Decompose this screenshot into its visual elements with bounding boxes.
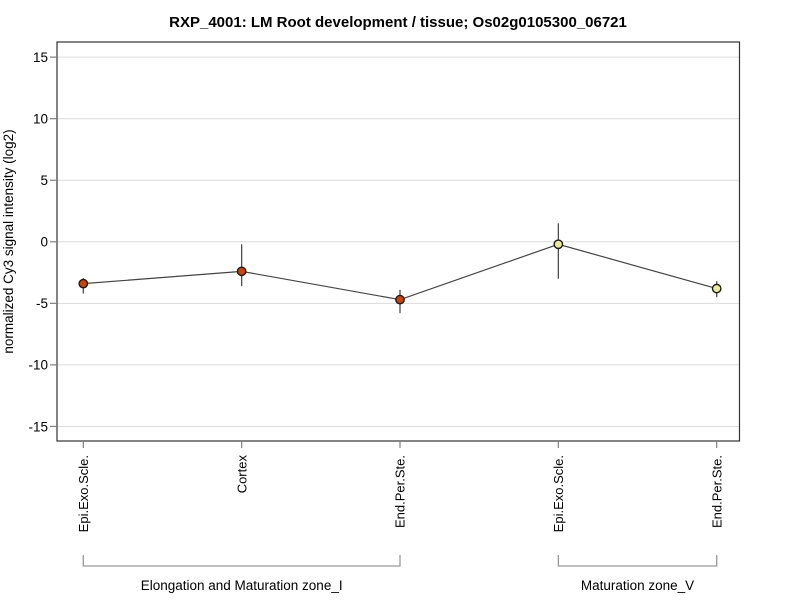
axes-layer: 15 10 5 0 -5 -10 -15 Epi.Exo.Scle. Cortex End.Per… <box>28 50 724 532</box>
x-tick-label: End.Per.Ste. <box>709 455 724 528</box>
x-tick-label: Epi.Exo.Scle. <box>551 455 566 532</box>
group-bracket <box>557 555 718 567</box>
data-point <box>236 266 247 277</box>
group-bracket <box>82 555 401 567</box>
group-label: Maturation zone_V <box>581 578 694 593</box>
data-point <box>711 283 722 294</box>
data-point <box>553 239 564 250</box>
group-label: Elongation and Maturation zone_I <box>141 578 343 593</box>
y-tick-label: -5 <box>36 296 48 311</box>
x-tick-label: Epi.Exo.Scle. <box>76 455 91 532</box>
data-point <box>395 294 405 305</box>
y-tick-label: 0 <box>40 235 48 250</box>
y-tick-label: 10 <box>33 112 48 127</box>
chart-title: RXP_4001: LM Root development / tissue; … <box>169 14 627 31</box>
gridlines-layer <box>57 56 740 427</box>
series-layer <box>78 223 722 314</box>
data-point <box>78 278 89 289</box>
y-axis-label: normalized Cy3 signal intensity (log2) <box>1 129 16 353</box>
y-tick-label: 5 <box>40 173 48 188</box>
x-tick-label: End.Per.Ste. <box>393 455 408 528</box>
x-tick-label: Cortex <box>234 455 249 494</box>
y-tick-label: -15 <box>28 419 48 434</box>
y-tick-label: -10 <box>28 358 48 373</box>
y-tick-label: 15 <box>33 50 48 65</box>
group-brackets-layer: Elongation and Maturation zone_I Maturati… <box>82 555 718 593</box>
